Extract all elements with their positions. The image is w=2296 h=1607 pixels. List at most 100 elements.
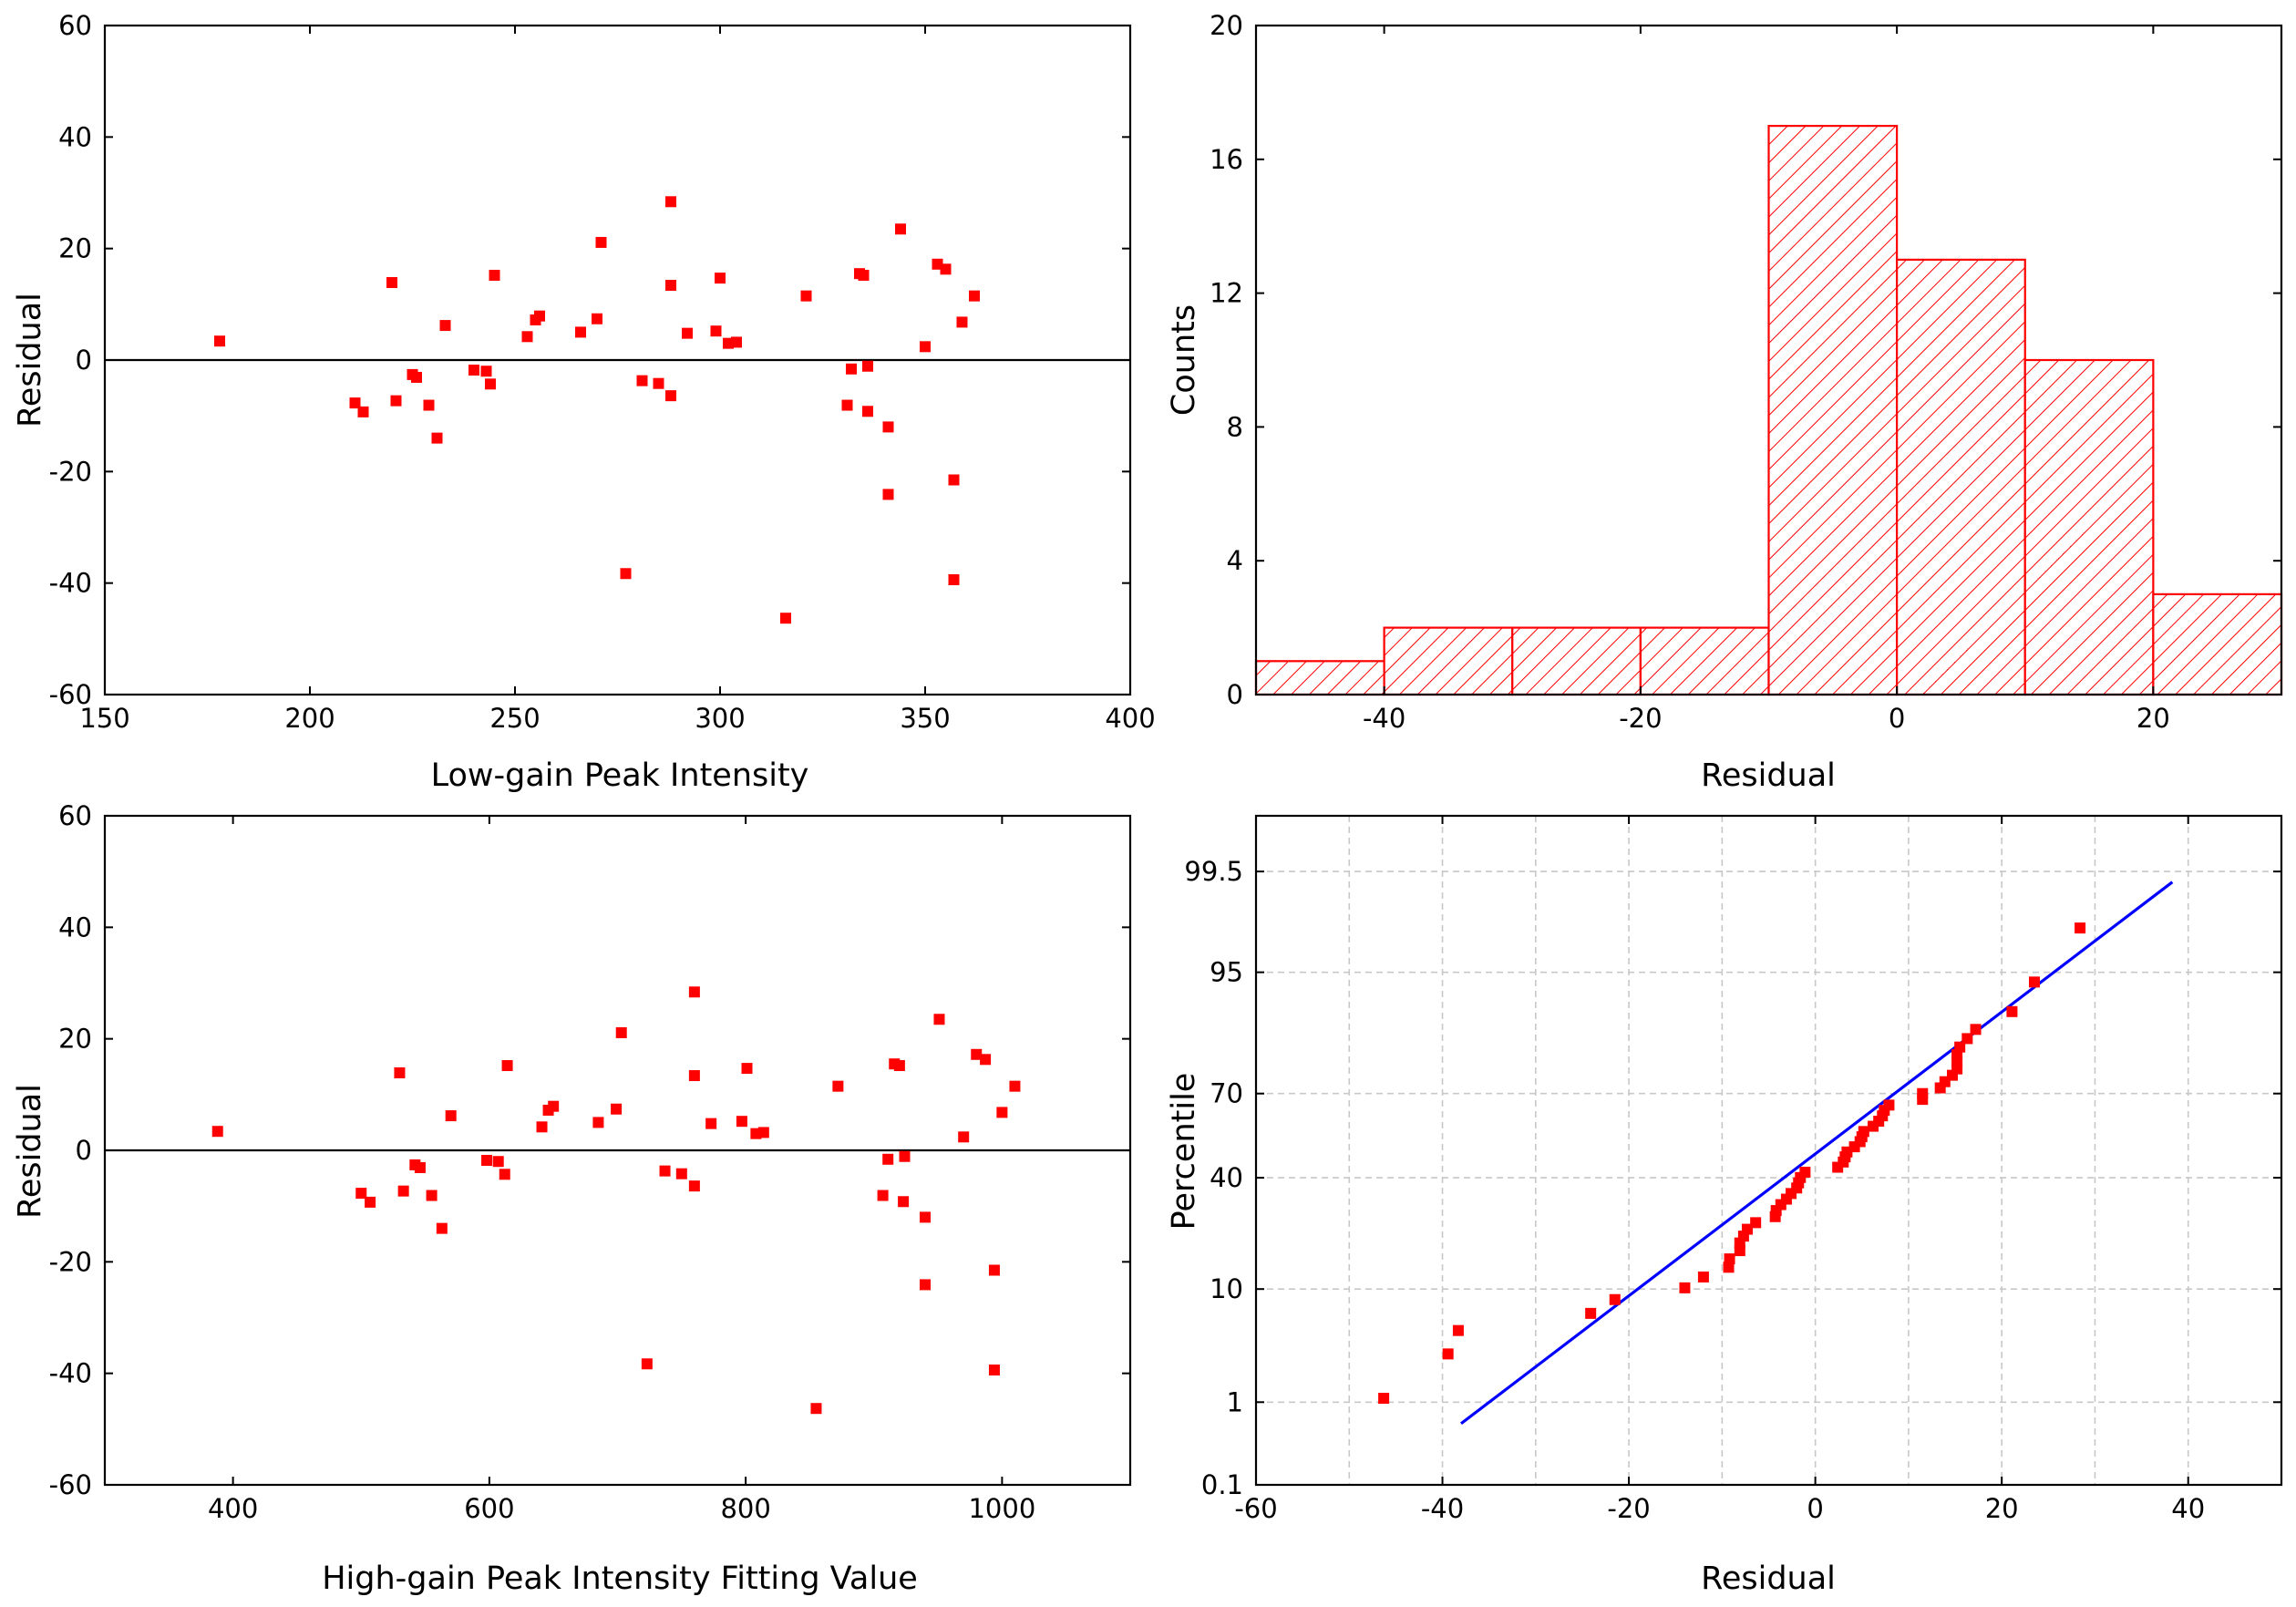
data-point — [877, 1190, 889, 1201]
data-point — [675, 1168, 687, 1179]
data-point — [862, 360, 873, 372]
data-point — [2006, 1005, 2018, 1017]
data-point — [592, 1117, 604, 1128]
residual-vs-low-gain-panel: Low-gain Peak Intensity Residual -60 -40 -… — [12, 10, 1156, 794]
data-point — [1442, 1348, 1454, 1360]
y-tick-label: 0 — [76, 1135, 92, 1166]
data-point — [423, 399, 435, 411]
data-point — [858, 270, 870, 282]
data-point — [499, 1169, 510, 1180]
data-point — [1723, 1262, 1735, 1273]
data-point — [431, 432, 443, 444]
data-point — [846, 363, 857, 375]
data-point — [1378, 1393, 1390, 1405]
data-point — [1917, 1087, 1929, 1099]
x-tick-label: 400 — [208, 1493, 258, 1524]
data-point — [636, 375, 648, 386]
data-point — [948, 474, 960, 486]
y-tick-label: -60 — [49, 1469, 92, 1500]
y-tick-label: 99.5 — [1184, 856, 1243, 887]
x-tick-label: 1000 — [968, 1493, 1035, 1524]
data-point — [1585, 1307, 1597, 1319]
data-point — [411, 371, 422, 383]
x-tick-label: 300 — [695, 703, 745, 734]
data-point — [1679, 1282, 1691, 1293]
data-point — [800, 290, 812, 302]
data-point — [357, 406, 369, 417]
y-tick-label: 10 — [1210, 1273, 1243, 1304]
data-point — [1858, 1126, 1869, 1138]
y-tick-label: 0 — [76, 345, 92, 376]
data-point — [862, 406, 873, 417]
data-point — [534, 310, 545, 322]
data-point — [1750, 1217, 1762, 1229]
data-point — [940, 263, 952, 275]
data-point — [1883, 1099, 1895, 1111]
y-axis-label: Percentile — [1166, 1073, 1202, 1231]
x-tick-label: 20 — [1985, 1493, 2019, 1524]
x-axis-label: Residual — [1701, 1561, 1836, 1597]
data-point — [592, 313, 602, 324]
data-point — [653, 377, 664, 389]
x-tick-label: 400 — [1105, 703, 1155, 734]
data-point — [386, 276, 397, 288]
data-point — [958, 1131, 970, 1143]
data-point — [1970, 1024, 1982, 1035]
y-tick-label: 8 — [1227, 411, 1243, 442]
y-axis-label: Counts — [1166, 304, 1202, 416]
data-point — [414, 1161, 426, 1173]
data-point — [665, 280, 676, 292]
data-point — [390, 395, 402, 407]
data-point — [349, 397, 361, 409]
x-tick-label: 250 — [489, 703, 540, 734]
data-point — [355, 1188, 367, 1200]
histogram-bar — [1639, 626, 1770, 696]
data-point — [715, 273, 726, 284]
y-tick-label: -60 — [49, 679, 92, 710]
data-point — [741, 1063, 753, 1075]
data-point — [810, 1403, 822, 1415]
data-point — [1961, 1033, 1973, 1045]
data-point — [898, 1196, 910, 1208]
data-point — [731, 336, 742, 348]
y-tick-label: 20 — [58, 233, 92, 264]
data-point — [996, 1107, 1008, 1118]
data-point — [988, 1364, 1000, 1375]
x-tick-label: 200 — [284, 703, 335, 734]
y-tick-label: 4 — [1227, 545, 1243, 576]
y-tick-label: -20 — [49, 1246, 92, 1277]
data-point — [214, 335, 225, 347]
y-tick-label: 12 — [1210, 278, 1243, 309]
data-point — [956, 316, 968, 328]
data-point — [481, 1155, 493, 1167]
histogram-bar — [1896, 258, 2026, 696]
data-point — [895, 223, 906, 235]
data-point — [394, 1066, 406, 1078]
y-tick-label: -40 — [49, 1358, 92, 1389]
x-tick-label: 40 — [2171, 1493, 2205, 1524]
data-point — [611, 1103, 623, 1115]
y-tick-label: 60 — [58, 10, 92, 41]
data-point — [575, 326, 586, 338]
plot-frame — [1254, 814, 2283, 1487]
y-tick-label: -20 — [49, 456, 92, 487]
data-point — [436, 1222, 448, 1234]
data-point — [710, 325, 722, 337]
y-tick-label: -40 — [49, 568, 92, 599]
x-tick-label: 600 — [464, 1493, 514, 1524]
histogram-bar — [2023, 358, 2155, 696]
fit-line — [1460, 881, 2174, 1426]
x-tick-label: 0 — [1889, 703, 1905, 734]
y-tick-label: 0.1 — [1201, 1469, 1243, 1500]
data-point — [2075, 922, 2086, 934]
data-point — [736, 1116, 747, 1128]
data-point — [480, 366, 492, 377]
data-point — [1009, 1080, 1021, 1092]
data-point — [841, 399, 853, 411]
data-point — [899, 1150, 911, 1162]
data-point — [665, 196, 676, 208]
x-tick-label: 350 — [900, 703, 950, 734]
x-axis-label: Residual — [1701, 757, 1836, 794]
x-tick-label: 150 — [79, 703, 129, 734]
